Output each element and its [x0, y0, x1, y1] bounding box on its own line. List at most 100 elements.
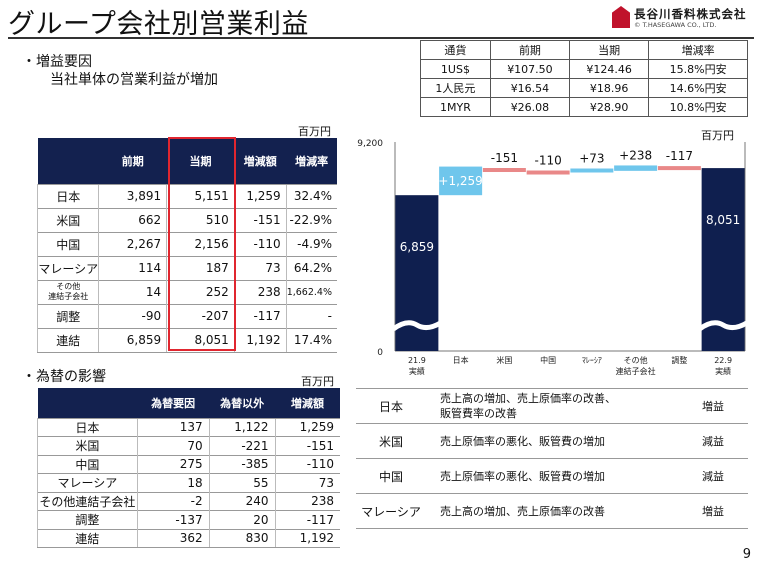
table-cell: 510 [166, 207, 235, 232]
fx-effect-header-cell: 為替以外 [209, 388, 276, 418]
table-cell: -90 [98, 303, 167, 328]
waterfall-chart: 09,2006,85921.9実績+1,259日本-151米国-110中国+73… [357, 139, 748, 376]
table-cell: -207 [166, 303, 235, 328]
reason-result: 減益 [678, 423, 748, 459]
table-cell: 830 [208, 528, 276, 548]
table-cell: 1,259 [233, 183, 287, 208]
table-cell: 2,156 [166, 231, 235, 256]
table-cell: 1,259 [274, 417, 340, 437]
row-label: 米国 [36, 207, 99, 232]
main-header-cell: 増減額 [234, 138, 287, 184]
table-cell: 275 [136, 454, 210, 474]
table-cell: - [285, 303, 337, 328]
company-logo: 長谷川香料株式会社 © T.HASEGAWA CO., LTD. [612, 6, 752, 32]
table-cell: -110 [274, 454, 340, 474]
row-label: 調整 [37, 510, 138, 529]
main-table-unit: 百万円 [298, 125, 331, 138]
x-tick-label: ﾏﾚｰｼｱ [582, 356, 602, 365]
main-header-cell: 当期 [166, 138, 235, 184]
table-cell: 238 [233, 279, 287, 304]
x-tick-label: 実績 [715, 366, 731, 376]
fx-cell: 10.8%円安 [648, 97, 748, 117]
reason-region: 中国 [356, 458, 426, 494]
data-label: 6,859 [400, 240, 434, 254]
fx-cell: 15.8%円安 [648, 59, 748, 79]
logo-text: 長谷川香料株式会社 [634, 7, 747, 21]
data-label: 8,051 [706, 213, 740, 227]
row-label: 日本 [37, 417, 138, 437]
reason-region: 米国 [356, 423, 426, 459]
table-cell: 20 [208, 510, 276, 529]
row-label: 調整 [36, 303, 99, 328]
page-title: グループ会社別営業利益 [8, 9, 309, 40]
reason-row: マレーシア 売上高の増加、売上原価率の改善 増益 [356, 493, 748, 529]
reason-text: 売上高の増加、売上原価率の改善 [426, 493, 678, 529]
bar [526, 170, 570, 175]
table-cell: -4.9% [285, 231, 337, 256]
table-cell: 17.4% [285, 327, 337, 353]
table-cell: 1,192 [274, 528, 340, 548]
x-tick-label: 22.9 [714, 356, 732, 365]
table-row: 米国 662 510 -151 -22.9% [36, 207, 337, 232]
x-tick-label: 米国 [496, 355, 512, 365]
table-cell: 1,662.4% [285, 279, 337, 304]
data-label: +1,259 [438, 174, 482, 188]
table-cell: 238 [274, 491, 340, 511]
table-cell: 73 [233, 255, 287, 280]
fx-effect-heading: ・為替の影響 [22, 369, 106, 385]
fx-cell: ¥26.08 [489, 97, 571, 117]
data-label: -151 [491, 151, 518, 165]
x-tick-label: 実績 [409, 366, 425, 376]
table-cell: -110 [233, 231, 287, 256]
x-tick-label: 連結子会社 [616, 366, 656, 376]
reason-text: 売上原価率の悪化、販管費の増加 [426, 423, 678, 459]
axis-break-mark [391, 320, 442, 332]
fx-row: 1人民元 ¥16.54 ¥18.96 14.6%円安 [420, 78, 748, 98]
fx-cell: 1US$ [420, 59, 491, 79]
table-row: 調整 -90 -207 -117- [36, 303, 337, 328]
table-cell: -151 [274, 436, 340, 455]
table-row: 日本 137 1,122 1,259 [37, 417, 340, 437]
fx-rate-table: 通貨 前期 当期 増減率 1US$ ¥107.50 ¥124.46 15.8%円安 1人民元 ¥… [420, 40, 748, 117]
fx-cell: ¥124.46 [569, 59, 650, 79]
table-cell: 5,151 [166, 183, 235, 208]
table-cell: -117 [274, 510, 340, 529]
reason-result: 減益 [678, 458, 748, 494]
current-period-highlight [168, 137, 236, 351]
x-tick-label: 中国 [540, 355, 556, 365]
row-label: マレーシア [36, 255, 99, 280]
reason-text: 売上高の増加、売上原価率の改善、 販管費率の改善 [426, 388, 678, 424]
x-tick-label: 調整 [671, 355, 687, 365]
fx-header-cell: 増減率 [648, 40, 748, 60]
table-cell: 362 [136, 528, 210, 548]
bar [657, 166, 701, 171]
table-cell: 55 [208, 473, 276, 492]
row-label: 中国 [36, 231, 99, 256]
table-cell: 70 [136, 436, 210, 455]
table-row: その他連結子会社 -2 240 238 [37, 491, 340, 511]
row-label: マレーシア [37, 473, 138, 492]
row-label: 中国 [37, 454, 138, 474]
fx-cell: 1人民元 [420, 78, 491, 98]
x-tick-label: 日本 [453, 355, 469, 365]
bar [614, 165, 658, 171]
table-cell: 64.2% [285, 255, 337, 280]
table-cell: 18 [136, 473, 210, 492]
row-label: 連結 [36, 327, 99, 353]
table-cell: -2 [136, 491, 210, 511]
logo-mark-icon [612, 6, 630, 28]
main-header-cell: 増減率 [286, 138, 337, 184]
operating-profit-table: 前期 当期 増減額 増減率 日本 3,891 5,151 1,259 32.4% 米国 662 51… [36, 138, 337, 353]
fx-effect-header-cell: 増減額 [275, 388, 340, 418]
table-row: 連結 6,859 8,051 1,192 17.4% [36, 327, 337, 353]
fx-effect-header-cell: 為替要因 [137, 388, 210, 418]
y-tick-label: 9,200 [357, 139, 383, 149]
table-cell: 3,891 [98, 183, 167, 208]
table-cell: 6,859 [98, 327, 167, 353]
table-cell: 73 [274, 473, 340, 492]
table-cell: -117 [233, 303, 287, 328]
row-label: その他連結子会社 [37, 491, 138, 511]
fx-row: 1US$ ¥107.50 ¥124.46 15.8%円安 [420, 59, 748, 79]
fx-row: 1MYR ¥26.08 ¥28.90 10.8%円安 [420, 97, 748, 117]
logo-copyright: © T.HASEGAWA CO., LTD. [634, 21, 717, 29]
